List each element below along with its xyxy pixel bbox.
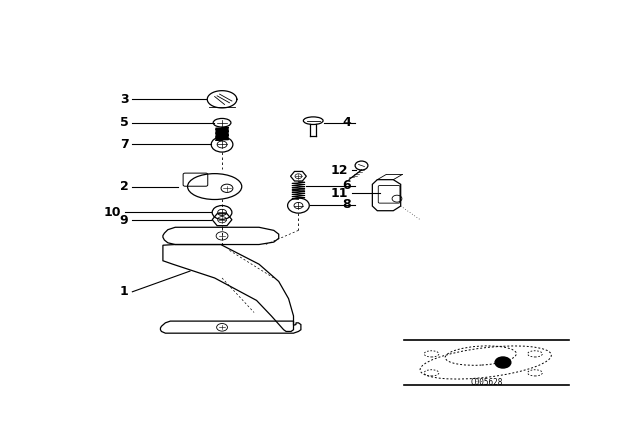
Text: 8: 8 <box>342 198 351 211</box>
Circle shape <box>495 357 511 368</box>
Text: 12: 12 <box>330 164 348 177</box>
Text: 2: 2 <box>120 180 129 193</box>
Text: C005628: C005628 <box>470 378 503 387</box>
Text: 4: 4 <box>342 116 351 129</box>
Text: 6: 6 <box>342 179 351 192</box>
Text: 5: 5 <box>120 116 129 129</box>
Text: 10: 10 <box>104 206 121 219</box>
Text: 3: 3 <box>120 93 129 106</box>
Text: 9: 9 <box>120 214 129 227</box>
Text: 7: 7 <box>120 138 129 151</box>
Text: 11: 11 <box>330 187 348 200</box>
Text: 1: 1 <box>120 285 129 298</box>
